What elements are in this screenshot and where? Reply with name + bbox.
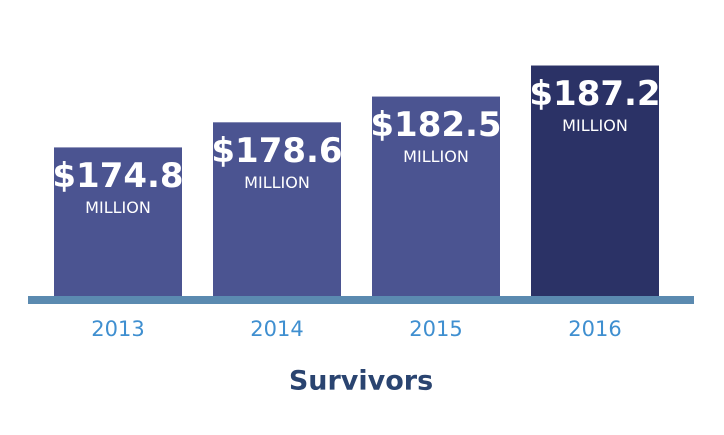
value-label: $178.6	[211, 131, 342, 171]
value-label: $187.2	[529, 74, 660, 114]
value-label: $174.8	[52, 156, 183, 196]
unit-label: MILLION	[562, 116, 628, 135]
x-tick-label: 2016	[568, 317, 621, 341]
unit-label: MILLION	[85, 198, 151, 217]
unit-label: MILLION	[403, 147, 469, 166]
bar	[213, 122, 341, 298]
chart-title: Survivors	[289, 366, 433, 397]
x-tick-label: 2013	[91, 317, 144, 341]
unit-label: MILLION	[244, 173, 310, 192]
x-tick-label: 2015	[409, 317, 462, 341]
value-label: $182.5	[370, 105, 501, 145]
bar	[531, 65, 659, 298]
bar	[54, 147, 182, 298]
x-tick-label: 2014	[250, 317, 303, 341]
bar	[372, 96, 500, 298]
baseline	[28, 296, 694, 304]
